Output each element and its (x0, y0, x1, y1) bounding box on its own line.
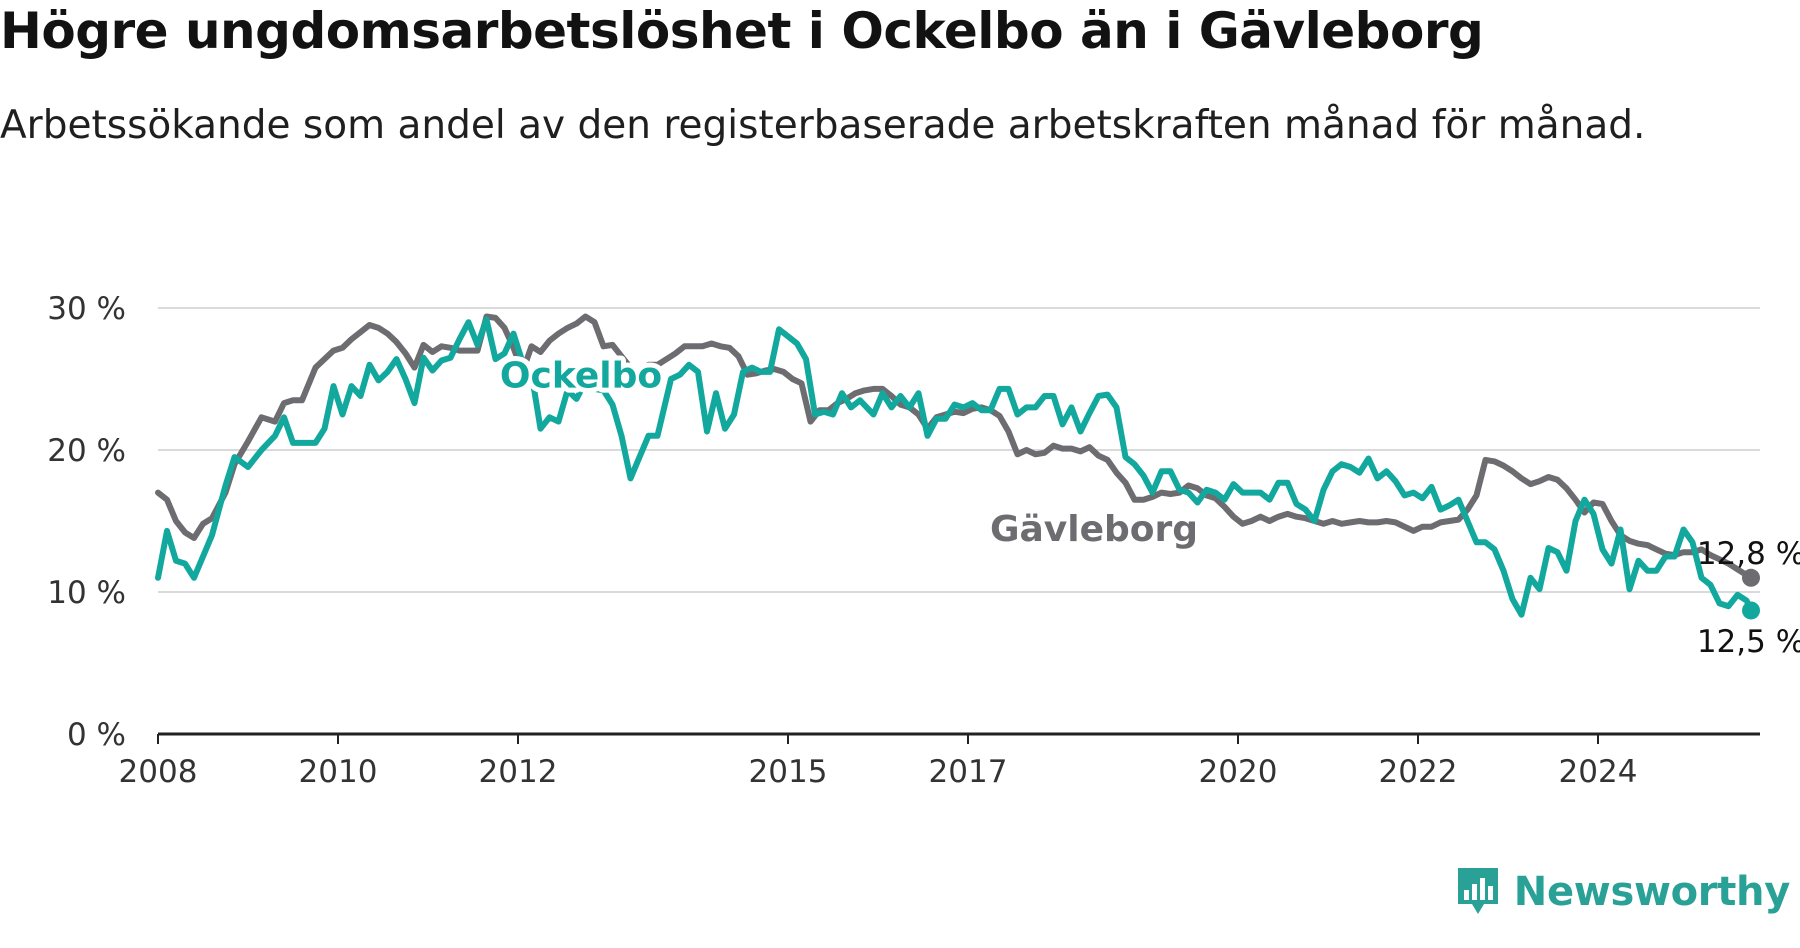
series-line-gävleborg (155, 313, 1754, 581)
x-tick-label: 2022 (1379, 754, 1458, 790)
series-label-ockelbo: Ockelbo (500, 356, 662, 397)
y-axis-ticks: 0 % 10 % 20 % 30 % (47, 291, 126, 753)
x-tick-label: 2008 (119, 754, 198, 790)
x-tick-label: 2015 (749, 754, 828, 790)
brand-name: Newsworthy (1513, 869, 1791, 915)
series-lines (155, 313, 1760, 620)
x-tick-label: 2020 (1199, 754, 1278, 790)
x-axis: 2008 2010 2012 2015 2017 2020 2022 2024 (119, 732, 1760, 790)
y-tick-label: 0 % (67, 717, 126, 753)
chart-subtitle: Arbetssökande som andel av den registerb… (0, 103, 1646, 148)
x-tick-label: 2010 (299, 754, 378, 790)
y-tick-label: 20 % (47, 433, 126, 469)
gridlines (158, 307, 1760, 593)
series-line-ockelbo (155, 316, 1754, 618)
newsworthy-logo: Newsworthy (1454, 864, 1790, 920)
y-tick-label: 10 % (47, 575, 126, 611)
end-point-gävleborg (1742, 568, 1760, 587)
x-tick-label: 2012 (479, 754, 558, 790)
series-labels: Ockelbo Gävleborg 12,8 % 12,5 % (495, 351, 1800, 661)
x-tick-label: 2017 (929, 754, 1008, 790)
end-label-gavleborg: 12,8 % (1697, 536, 1800, 572)
x-tick-label: 2024 (1559, 754, 1638, 790)
bar-chart-icon (1457, 868, 1498, 914)
series-label-gävleborg: Gävleborg (990, 509, 1198, 550)
end-label-ockelbo: 12,5 % (1697, 624, 1800, 660)
chart-title: Högre ungdomsarbetslöshet i Ockelbo än i… (0, 2, 1484, 60)
y-tick-label: 30 % (47, 291, 126, 327)
end-point-ockelbo (1742, 601, 1760, 620)
